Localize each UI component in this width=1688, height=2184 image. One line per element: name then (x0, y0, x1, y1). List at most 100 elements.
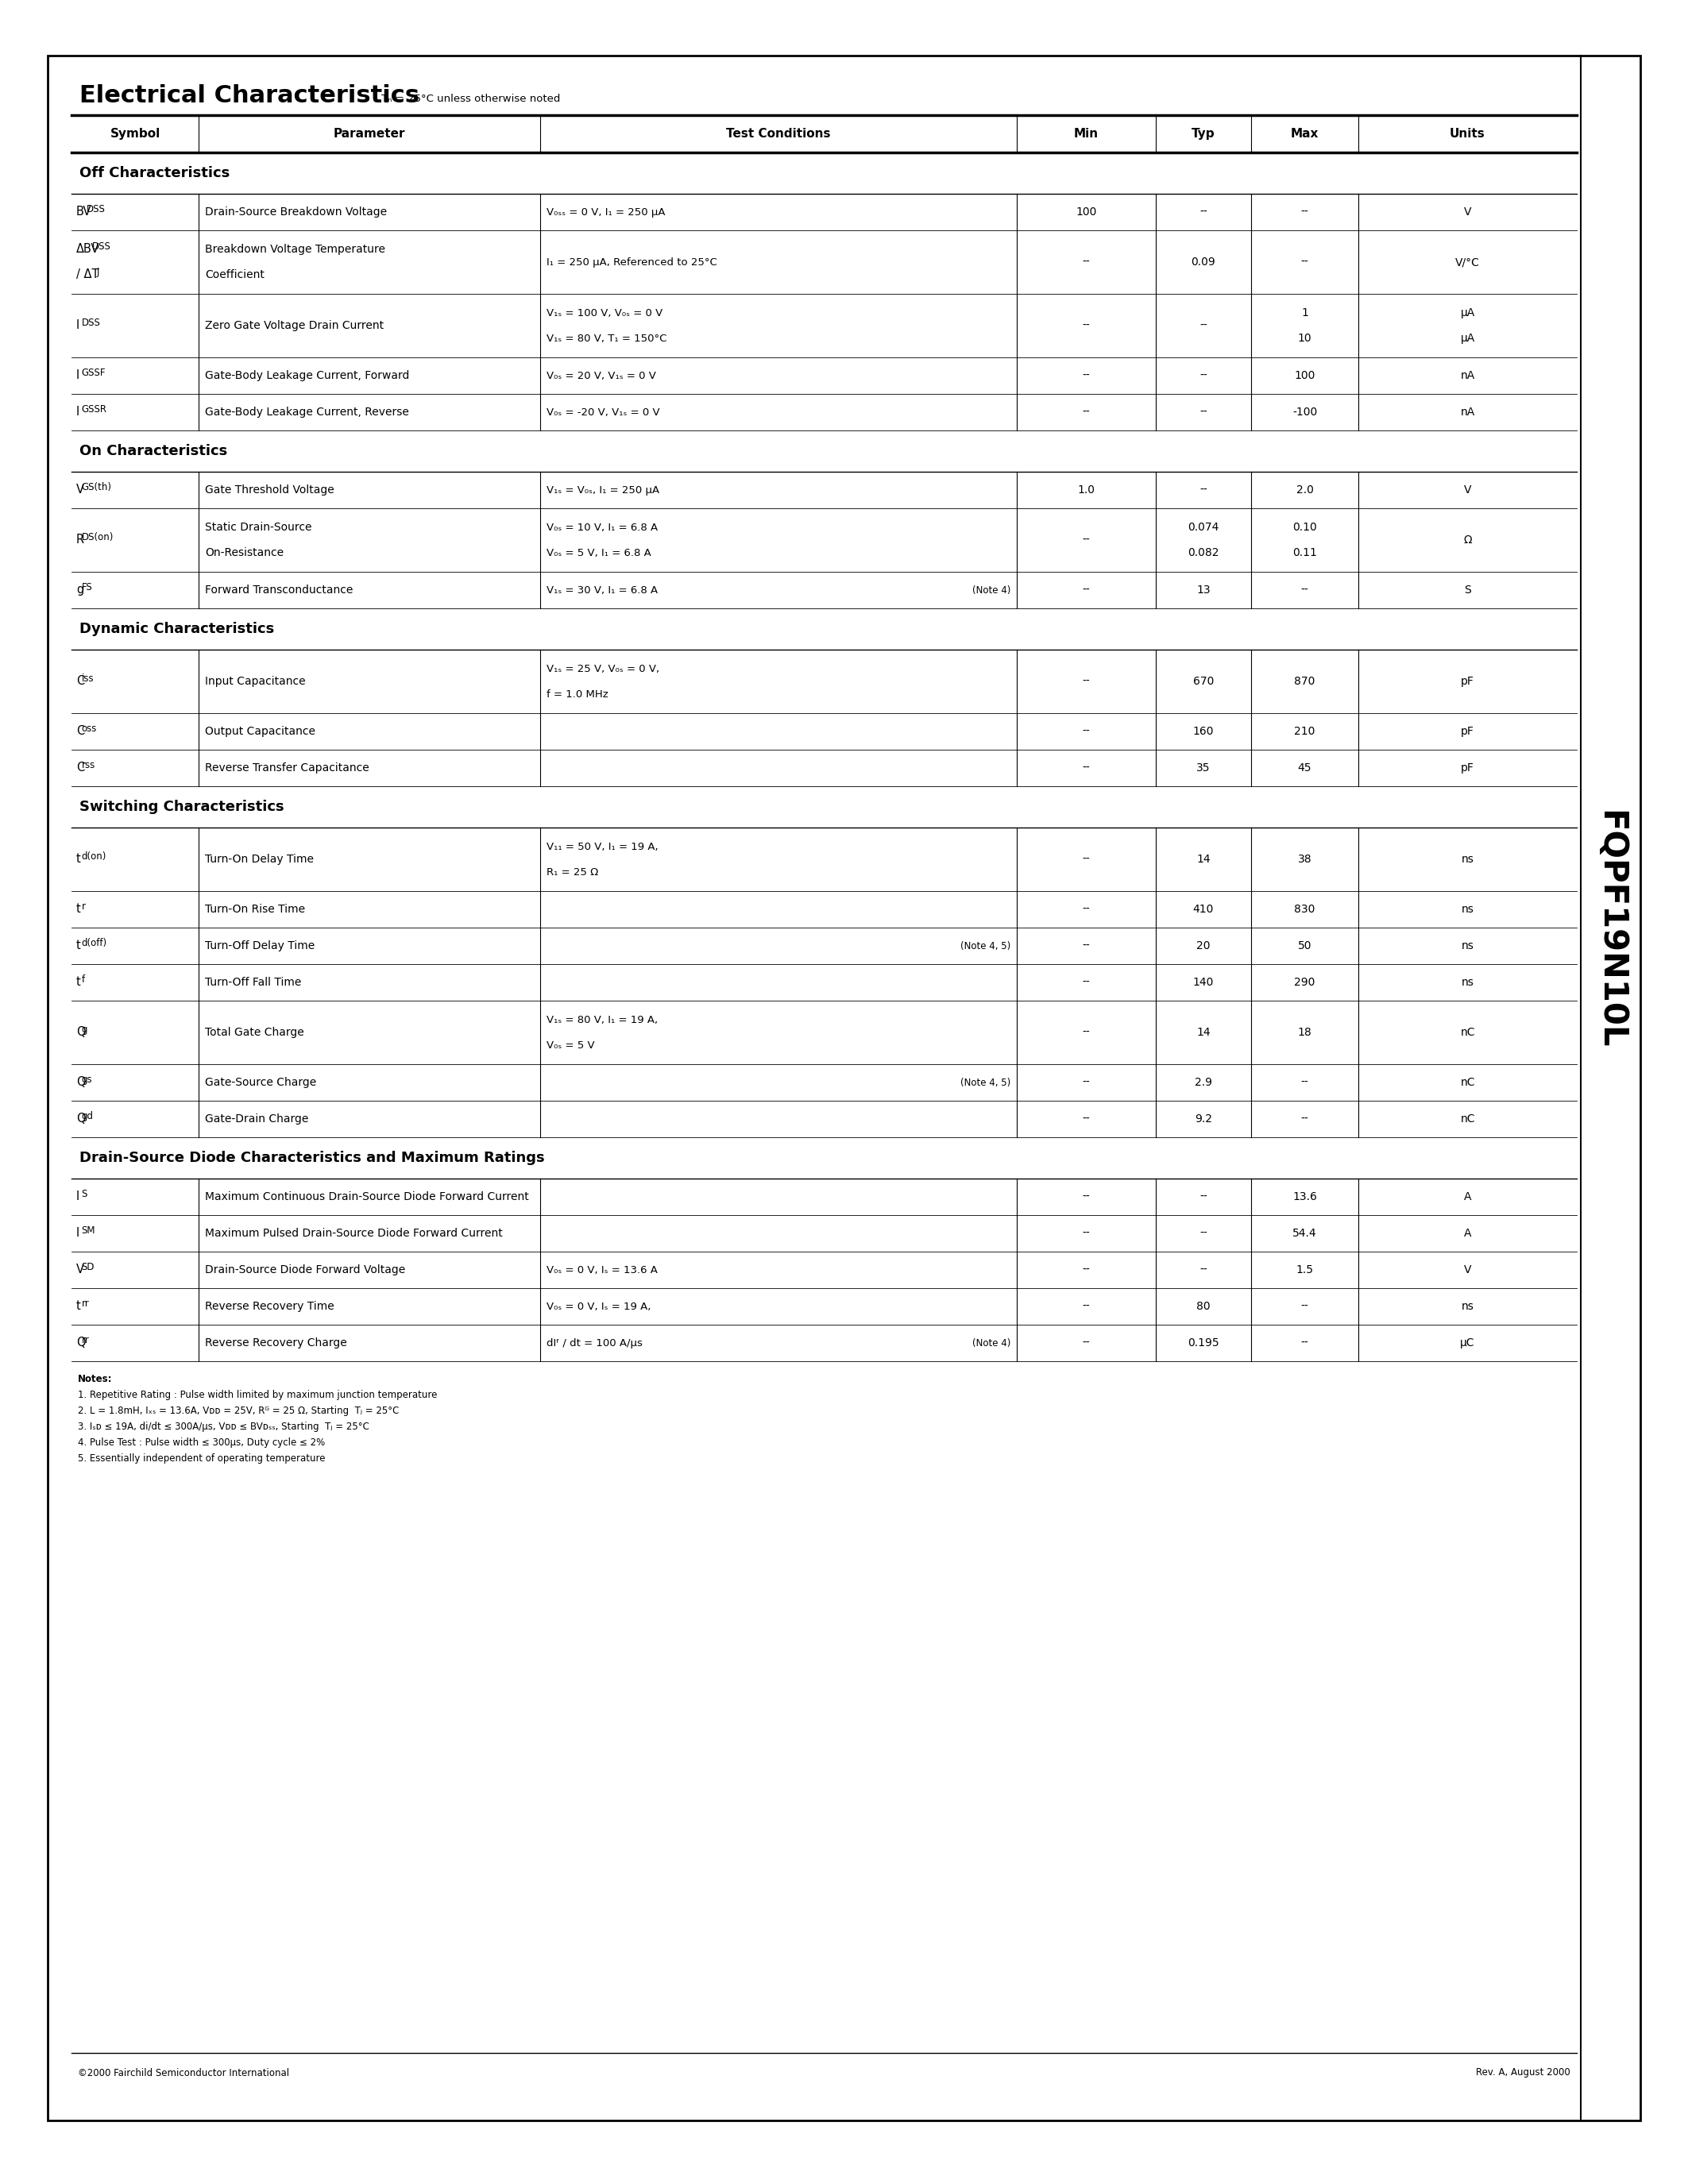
Text: Reverse Recovery Time: Reverse Recovery Time (204, 1302, 334, 1313)
Text: I: I (76, 319, 79, 330)
Text: Output Capacitance: Output Capacitance (204, 725, 316, 736)
Text: 13.6: 13.6 (1293, 1190, 1317, 1203)
Text: 670: 670 (1193, 675, 1214, 688)
Text: --: -- (1082, 1227, 1090, 1238)
Text: Drain-Source Diode Characteristics and Maximum Ratings: Drain-Source Diode Characteristics and M… (79, 1151, 545, 1164)
Text: 3. Iₛᴅ ≤ 19A, di/dt ≤ 300A/μs, Vᴅᴅ ≤ BVᴅₛₛ, Starting  Tⱼ = 25°C: 3. Iₛᴅ ≤ 19A, di/dt ≤ 300A/μs, Vᴅᴅ ≤ BVᴅ… (78, 1422, 370, 1433)
Text: Gate Threshold Voltage: Gate Threshold Voltage (204, 485, 334, 496)
Text: 50: 50 (1298, 941, 1312, 952)
Text: -100: -100 (1293, 406, 1317, 417)
Text: V: V (76, 1262, 84, 1275)
Text: --: -- (1200, 1265, 1207, 1275)
Text: --: -- (1200, 406, 1207, 417)
Text: 1.5: 1.5 (1296, 1265, 1313, 1275)
Text: V₁ₛ = V₀ₛ, I₁ = 250 μA: V₁ₛ = V₀ₛ, I₁ = 250 μA (547, 485, 660, 496)
Text: g: g (81, 1024, 88, 1035)
Text: --: -- (1082, 585, 1090, 596)
Text: Tₙ = 25°C unless otherwise noted: Tₙ = 25°C unless otherwise noted (381, 94, 560, 105)
Text: 80: 80 (1197, 1302, 1210, 1313)
Text: Parameter: Parameter (334, 129, 405, 140)
Text: --: -- (1301, 1077, 1308, 1088)
Text: pF: pF (1460, 675, 1474, 688)
Text: --: -- (1301, 1114, 1308, 1125)
Text: Dynamic Characteristics: Dynamic Characteristics (79, 622, 273, 636)
Text: 13: 13 (1197, 585, 1210, 596)
Text: V: V (1463, 207, 1472, 218)
Text: 1: 1 (1301, 308, 1308, 319)
Text: 0.195: 0.195 (1188, 1337, 1219, 1348)
Text: t: t (76, 976, 81, 987)
Text: ns: ns (1462, 976, 1474, 987)
Text: Symbol: Symbol (110, 129, 160, 140)
Text: V₁ₛ = 100 V, V₀ₛ = 0 V: V₁ₛ = 100 V, V₀ₛ = 0 V (547, 308, 663, 319)
Text: / ΔT: / ΔT (76, 269, 100, 280)
Text: g: g (76, 583, 84, 596)
Text: Ω: Ω (1463, 535, 1472, 546)
Text: ΔBV: ΔBV (76, 242, 100, 256)
Text: --: -- (1082, 941, 1090, 952)
Text: Off Characteristics: Off Characteristics (79, 166, 230, 181)
Text: V₁ₛ = 25 V, V₀ₛ = 0 V,: V₁ₛ = 25 V, V₀ₛ = 0 V, (547, 664, 660, 675)
Text: gd: gd (81, 1112, 93, 1120)
Text: Units: Units (1450, 129, 1485, 140)
Text: 35: 35 (1197, 762, 1210, 773)
Text: Turn-Off Delay Time: Turn-Off Delay Time (204, 941, 314, 952)
Text: pF: pF (1460, 762, 1474, 773)
Text: --: -- (1082, 976, 1090, 987)
Text: I: I (76, 1190, 79, 1201)
Text: 14: 14 (1197, 854, 1210, 865)
Text: 4. Pulse Test : Pulse width ≤ 300μs, Duty cycle ≤ 2%: 4. Pulse Test : Pulse width ≤ 300μs, Dut… (78, 1437, 326, 1448)
Text: μA: μA (1460, 332, 1475, 343)
Text: 210: 210 (1295, 725, 1315, 736)
Text: 290: 290 (1295, 976, 1315, 987)
Text: ns: ns (1462, 904, 1474, 915)
Text: Drain-Source Diode Forward Voltage: Drain-Source Diode Forward Voltage (204, 1265, 405, 1275)
Text: 38: 38 (1298, 854, 1312, 865)
Text: Breakdown Voltage Temperature: Breakdown Voltage Temperature (204, 245, 385, 256)
Text: V₁ₛ = 30 V, I₁ = 6.8 A: V₁ₛ = 30 V, I₁ = 6.8 A (547, 585, 658, 596)
Text: rr: rr (81, 1299, 89, 1308)
Text: V₀ₛ = -20 V, V₁ₛ = 0 V: V₀ₛ = -20 V, V₁ₛ = 0 V (547, 406, 660, 417)
Text: iss: iss (81, 673, 95, 684)
Text: V₁ₛ = 80 V, T₁ = 150°C: V₁ₛ = 80 V, T₁ = 150°C (547, 334, 667, 343)
Text: (Note 4): (Note 4) (972, 1339, 1011, 1348)
Text: V₁ₛ = 80 V, I₁ = 19 A,: V₁ₛ = 80 V, I₁ = 19 A, (547, 1016, 658, 1024)
Text: Input Capacitance: Input Capacitance (204, 675, 306, 688)
Text: μA: μA (1460, 308, 1475, 319)
Text: FS: FS (81, 583, 93, 592)
Text: FQPF19N10L: FQPF19N10L (1593, 810, 1627, 1048)
Text: --: -- (1082, 369, 1090, 382)
Text: On Characteristics: On Characteristics (79, 443, 228, 459)
Text: GS(th): GS(th) (81, 483, 111, 491)
Text: --: -- (1301, 1337, 1308, 1348)
Text: --: -- (1301, 256, 1308, 269)
Text: --: -- (1082, 1190, 1090, 1203)
Text: nC: nC (1460, 1114, 1475, 1125)
Text: --: -- (1200, 321, 1207, 332)
Text: DS(on): DS(on) (81, 533, 113, 542)
Text: t: t (76, 902, 81, 915)
Text: SD: SD (81, 1262, 95, 1273)
Text: --: -- (1082, 321, 1090, 332)
Text: ns: ns (1462, 1302, 1474, 1313)
Text: oss: oss (81, 723, 96, 734)
Text: Switching Characteristics: Switching Characteristics (79, 799, 284, 815)
Text: Gate-Body Leakage Current, Reverse: Gate-Body Leakage Current, Reverse (204, 406, 408, 417)
Text: 2.0: 2.0 (1296, 485, 1313, 496)
Text: 830: 830 (1295, 904, 1315, 915)
Text: f = 1.0 MHz: f = 1.0 MHz (547, 688, 608, 699)
Text: 20: 20 (1197, 941, 1210, 952)
Text: Reverse Recovery Charge: Reverse Recovery Charge (204, 1337, 348, 1348)
Text: Zero Gate Voltage Drain Current: Zero Gate Voltage Drain Current (204, 321, 383, 332)
Text: ns: ns (1462, 854, 1474, 865)
Text: --: -- (1082, 725, 1090, 736)
Text: 1.0: 1.0 (1077, 485, 1096, 496)
Text: nC: nC (1460, 1026, 1475, 1037)
Text: Gate-Drain Charge: Gate-Drain Charge (204, 1114, 309, 1125)
Text: --: -- (1082, 675, 1090, 688)
Text: nA: nA (1460, 369, 1475, 382)
Text: V₀ₛ = 5 V: V₀ₛ = 5 V (547, 1040, 594, 1051)
Text: t: t (76, 852, 81, 865)
Text: Static Drain-Source: Static Drain-Source (204, 522, 312, 533)
Text: A: A (1463, 1227, 1472, 1238)
